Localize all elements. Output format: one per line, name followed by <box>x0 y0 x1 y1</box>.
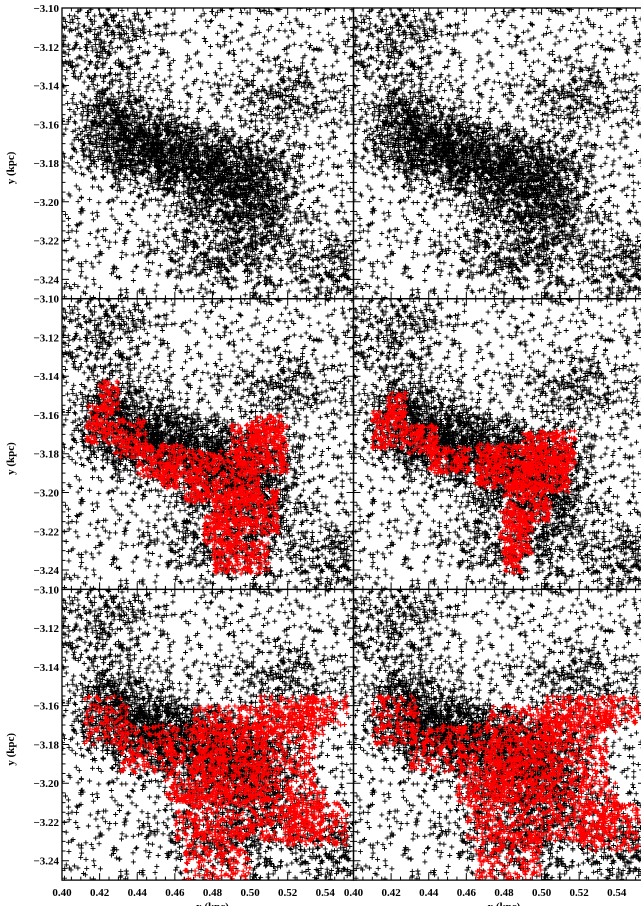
x-tick-label: 0.52 <box>570 887 590 899</box>
x-tick-label: 0.54 <box>607 887 627 899</box>
panels-layer <box>62 8 641 881</box>
y-tick-label: −3.22 <box>33 817 59 829</box>
y-tick-label: −3.10 <box>33 3 59 15</box>
panel-r3-c2 <box>353 589 641 881</box>
y-tick-label: −3.24 <box>33 856 59 868</box>
y-tick-label: −3.16 <box>33 410 59 422</box>
black-points-r1-c2 <box>353 8 641 299</box>
tick-marks-r2-c2 <box>353 298 641 590</box>
x-tick-label: 0.50 <box>240 887 260 899</box>
y-axis-title: y (kpc) <box>5 151 17 184</box>
x-tick-label: 0.48 <box>494 887 514 899</box>
ticks-r1-c1 <box>61 7 354 300</box>
ticks-r2-c2 <box>353 298 641 590</box>
y-tick-label: −3.12 <box>33 42 59 54</box>
panel-r2-c2 <box>353 298 641 590</box>
x-tick-label: 0.42 <box>381 887 401 899</box>
red-points-r2-c1 <box>84 378 290 577</box>
tick-marks-r2-c1 <box>61 298 354 590</box>
x-tick-label: 0.42 <box>90 887 110 899</box>
x-tick-label: 0.40 <box>344 887 364 899</box>
tick-marks-r3-c2 <box>353 588 641 881</box>
ticks-r1-c2 <box>353 7 641 300</box>
panel-r1-c1 <box>62 8 354 299</box>
tick-marks-r3-c1 <box>61 588 354 881</box>
ticks-r2-c1 <box>61 298 354 590</box>
panel-r1-c2 <box>353 8 641 299</box>
y-axis-title: y (kpc) <box>5 733 17 766</box>
x-tick-label: 0.52 <box>278 887 298 899</box>
black-points-r1-c1 <box>62 8 354 299</box>
panel-r3-c1 <box>62 589 354 881</box>
y-tick-label: −3.16 <box>33 119 59 131</box>
ticks-r3-c2 <box>353 588 641 881</box>
x-tick-label: 0.40 <box>52 887 72 899</box>
y-tick-label: −3.18 <box>33 158 59 170</box>
axes-layer: −3.10 −3.12 −3.14 −3.16 −3.18 −3.20 −3.22 −3.24… <box>5 3 641 906</box>
x-tick-label: 0.54 <box>316 887 336 899</box>
x-axis-title: x (kpc) <box>196 901 229 906</box>
red-points-r3-c1 <box>82 693 350 881</box>
x-tick-label: 0.46 <box>457 887 477 899</box>
y-tick-label: −3.20 <box>33 488 59 500</box>
y-tick-label: −3.20 <box>33 197 59 209</box>
x-axis-title: x (kpc) <box>488 901 521 906</box>
tick-marks-r1-c2 <box>353 7 641 300</box>
y-tick-label: −3.16 <box>33 701 59 713</box>
y-tick-label: −3.14 <box>33 662 59 674</box>
x-tick-label: 0.44 <box>419 887 439 899</box>
red-points-r2-c2 <box>369 390 578 576</box>
y-axis-title: y (kpc) <box>5 442 17 475</box>
x-tick-label: 0.46 <box>165 887 185 899</box>
y-tick-label: −3.12 <box>33 332 59 344</box>
x-tick-label: 0.48 <box>203 887 223 899</box>
red-points-r3-c2 <box>370 693 641 881</box>
y-tick-label: −3.12 <box>33 623 59 635</box>
y-tick-label: −3.20 <box>33 778 59 790</box>
x-tick-label: 0.44 <box>128 887 148 899</box>
y-tick-label: −3.22 <box>33 526 59 538</box>
y-tick-label: −3.18 <box>33 449 59 461</box>
y-tick-label: −3.10 <box>33 584 59 596</box>
ticks-r3-c1 <box>61 588 354 881</box>
y-tick-label: −3.22 <box>33 236 59 248</box>
x-tick-label: 0.50 <box>532 887 552 899</box>
y-tick-label: −3.10 <box>33 294 59 306</box>
y-tick-label: −3.24 <box>33 274 59 286</box>
y-tick-label: −3.14 <box>33 81 59 93</box>
y-tick-label: −3.24 <box>33 565 59 577</box>
y-tick-label: −3.14 <box>33 371 59 383</box>
tick-marks-r1-c1 <box>61 7 354 300</box>
panel-r2-c1 <box>62 298 354 590</box>
y-tick-label: −3.18 <box>33 739 59 751</box>
